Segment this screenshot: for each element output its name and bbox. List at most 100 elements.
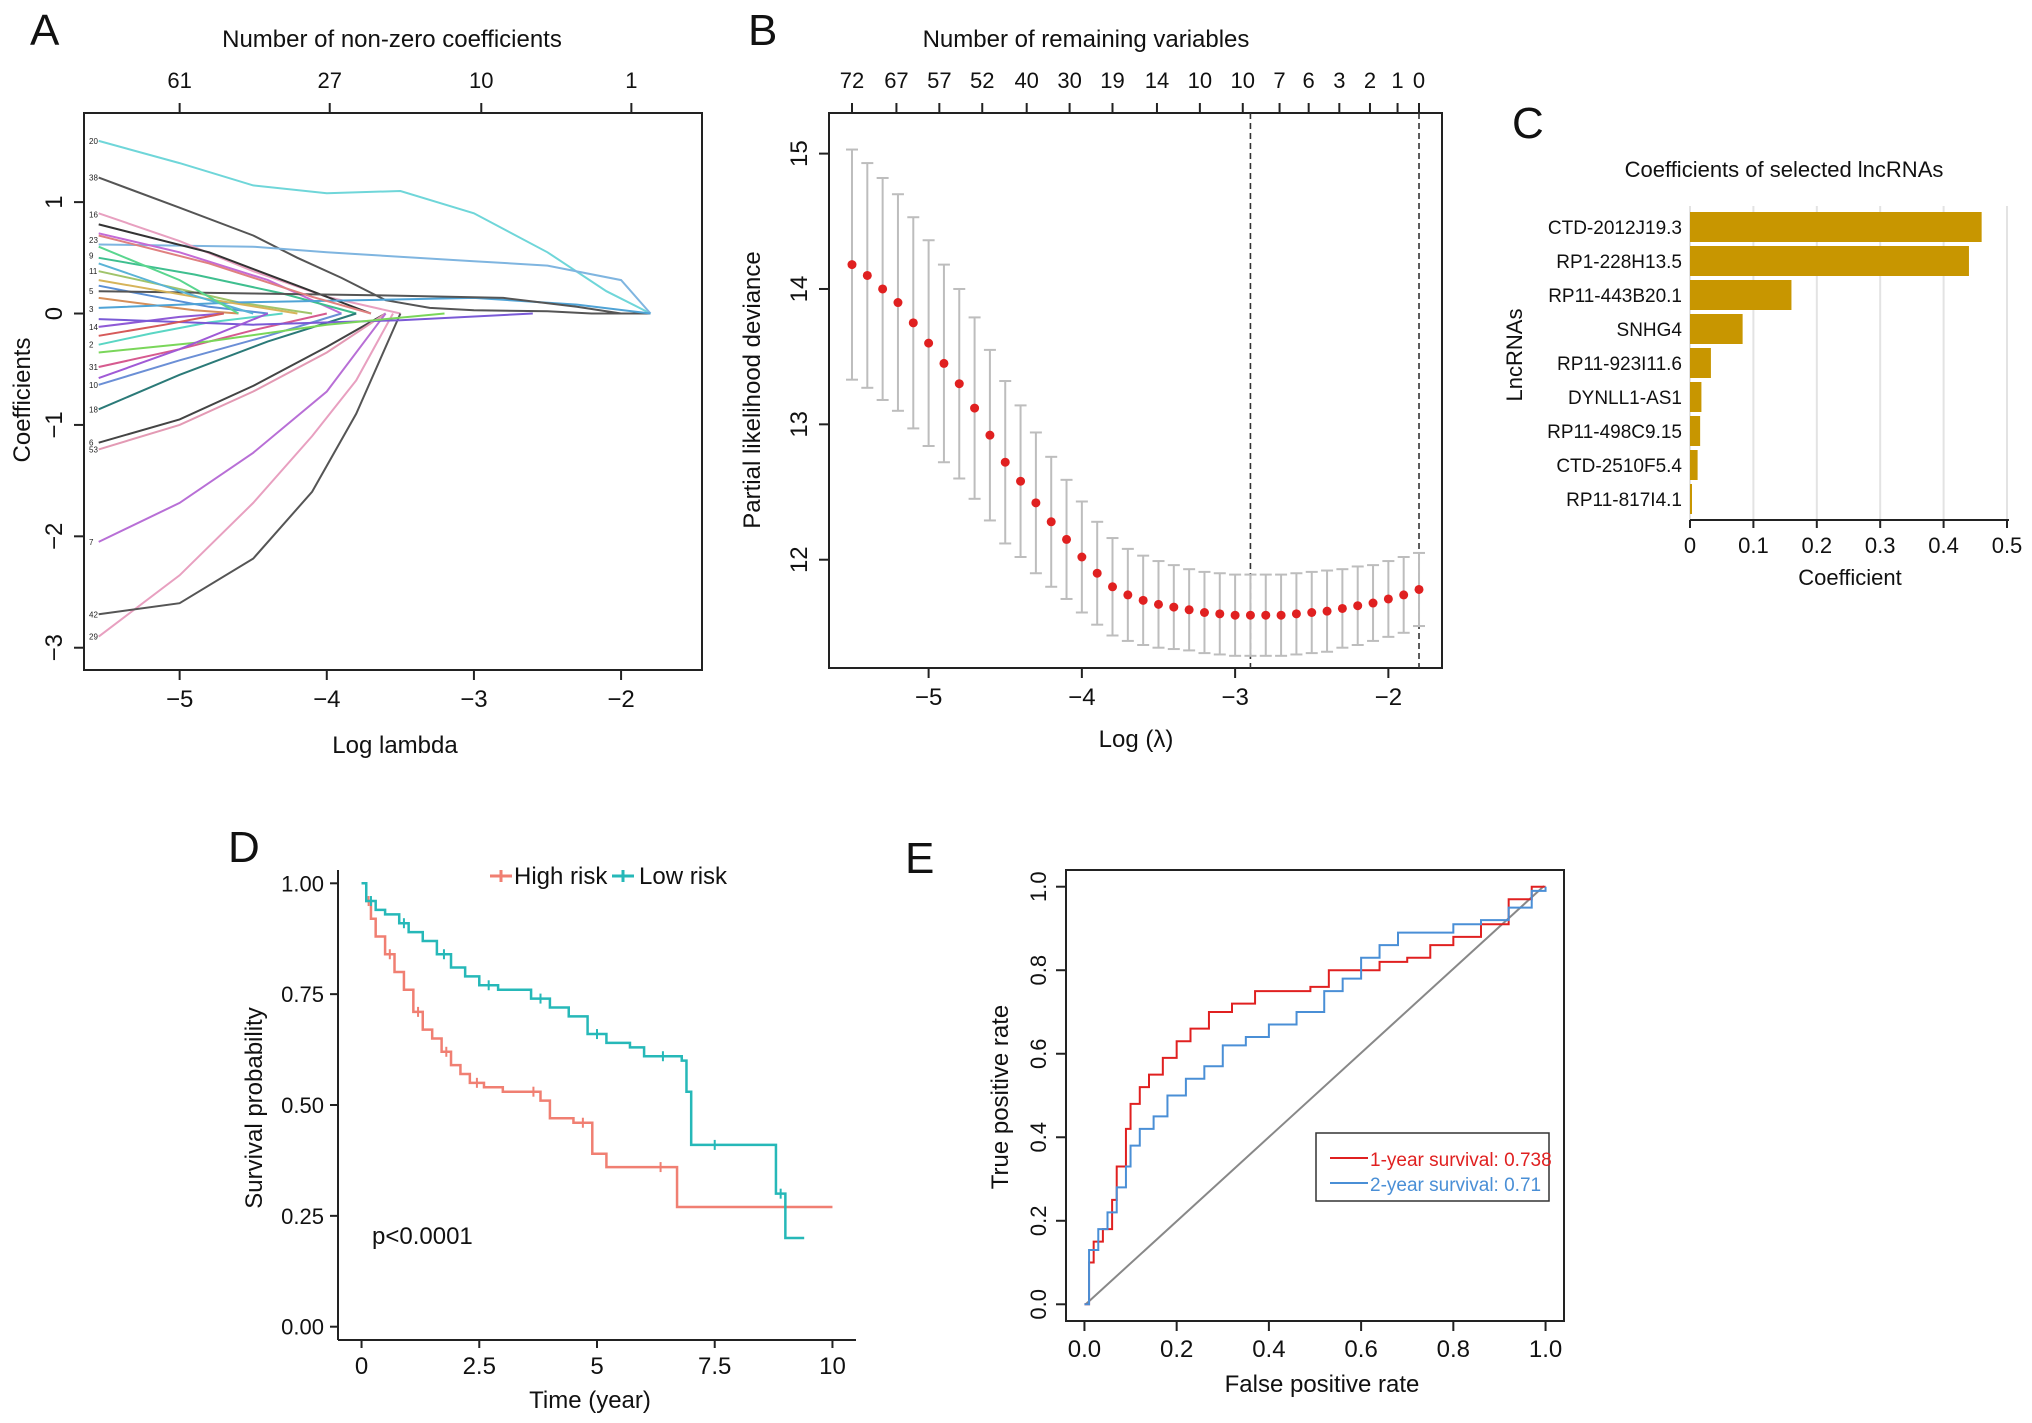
y-axis-label: LncRNAs [1502,309,1527,402]
coefficient-path [98,270,313,315]
top-tick-label: 7 [1273,68,1285,93]
coefficient-bar [1690,246,1969,276]
coefficient-path [98,312,387,451]
x-tick-label: −5 [915,684,942,711]
x-tick-label: −5 [166,686,193,713]
y-tick-label: 0.50 [281,1093,324,1118]
deviance-point [924,338,934,348]
deviance-point [1138,595,1148,605]
x-tick-label: 0 [355,1353,368,1380]
coefficient-path [98,312,283,346]
legend-box [1315,1132,1550,1202]
deviance-point [1353,601,1363,611]
y-tick-label: 0.8 [1026,955,1051,986]
y-tick-label: −1 [41,411,68,438]
coefficient-path [98,245,239,315]
x-tick-label: −3 [1221,684,1248,711]
chart-title: Number of non-zero coefficients [222,26,562,53]
deviance-point [893,298,903,308]
variable-index-label: 38 [89,174,98,183]
legend: 1-year survival: 0.738 2-year survival: … [1315,1132,1552,1202]
y-tick-label: 15 [786,140,813,167]
x-tick-label: −4 [313,686,340,713]
deviance-point [1307,608,1317,617]
variable-index-label: 5 [89,287,94,296]
legend-label-low-risk: Low risk [639,863,728,890]
deviance-point [1322,606,1332,616]
variable-index-label: 11 [89,267,98,276]
variable-index-label: 20 [89,137,98,146]
deviance-point [847,260,857,270]
deviance-point [954,379,964,389]
roc-curve-chart: 0.0 0.2 0.4 0.6 0.8 1.0 0.0 0.2 0.4 0.6 0.8 1.0 1-… [987,869,1565,1398]
legend-label-2-year: 2-year survival: 0.71 [1370,1175,1541,1196]
y-axis-label: Coefficients [9,338,36,463]
y-tick-label: 12 [786,546,813,573]
top-tick-label: 10 [469,68,493,93]
x-tick-label: 0.3 [1865,533,1896,558]
x-tick-label: 0.5 [1992,533,2023,558]
x-tick-label: 10 [819,1353,846,1380]
coefficient-bar [1690,348,1711,378]
coefficient-path [98,223,372,315]
y-tick-label: 1 [41,195,68,208]
x-axis-label: Time (year) [529,1387,651,1414]
x-tick-label: 0.8 [1437,1336,1470,1363]
top-tick-label: 1 [625,68,637,93]
variable-index-label: 9 [89,252,94,261]
variable-index-label: 53 [89,445,98,454]
coefficient-path [98,312,342,386]
panel-letter-c: C [1512,99,1544,148]
p-value-annotation: p<0.0001 [372,1223,473,1250]
coefficient-path [98,279,298,315]
coefficient-path [98,312,387,543]
roc-curve [1084,886,1547,1306]
y-tick-label: 0.6 [1026,1038,1051,1069]
coefficient-path [98,312,445,354]
variable-index-label: 2 [89,341,94,350]
panel-letter-e: E [905,834,934,883]
deviance-point [1199,608,1209,617]
x-tick-label: −4 [1068,684,1095,711]
deviance-point [1230,610,1240,620]
deviance-point [939,358,949,368]
top-tick-label: 52 [970,68,994,93]
chart-title: Number of remaining variables [923,26,1250,53]
variable-index-label: 31 [89,363,98,372]
lncrna-coefficient-bar-chart: CTD-2012J19.3 RP1-228H13.5 RP11-443B20.1 SN… [1502,157,2022,590]
coefficient-path [98,212,401,315]
coefficient-path [98,312,357,411]
x-axis-label: Log lambda [332,732,458,759]
y-tick-label: 0.25 [281,1204,324,1229]
y-tick-label: 1.0 [1026,871,1051,902]
category-label: SNHG4 [1617,320,1683,341]
survival-curve [361,882,833,1209]
deviance-point [1153,599,1163,609]
coefficient-bar [1690,382,1702,412]
y-tick-label: 0.75 [281,982,324,1007]
x-tick-label: 0.2 [1160,1336,1193,1363]
deviance-point [1368,598,1378,608]
deviance-point [1414,584,1424,594]
y-tick-label: 0.00 [281,1315,324,1340]
x-tick-label: 1.0 [1529,1336,1562,1363]
plot-frame [1065,869,1565,1322]
x-tick-label: −2 [607,686,634,713]
coefficient-bar [1690,314,1743,344]
deviance-point [878,284,888,294]
category-label: CTD-2510F5.4 [1556,456,1682,477]
coefficient-bar [1690,484,1692,514]
chart-title: Coefficients of selected lncRNAs [1625,157,1944,182]
variable-index-label: 6 [89,439,94,448]
deviance-point [1184,605,1194,615]
top-tick-label: 72 [840,68,864,93]
deviance-point [1399,590,1409,600]
category-label: RP11-498C9.15 [1547,422,1682,443]
survival-curve [361,882,805,1240]
top-tick-label: 14 [1145,68,1169,93]
top-tick-label: 2 [1364,68,1376,93]
top-tick-label: 10 [1231,68,1255,93]
category-label: RP11-923I11.6 [1557,354,1682,375]
